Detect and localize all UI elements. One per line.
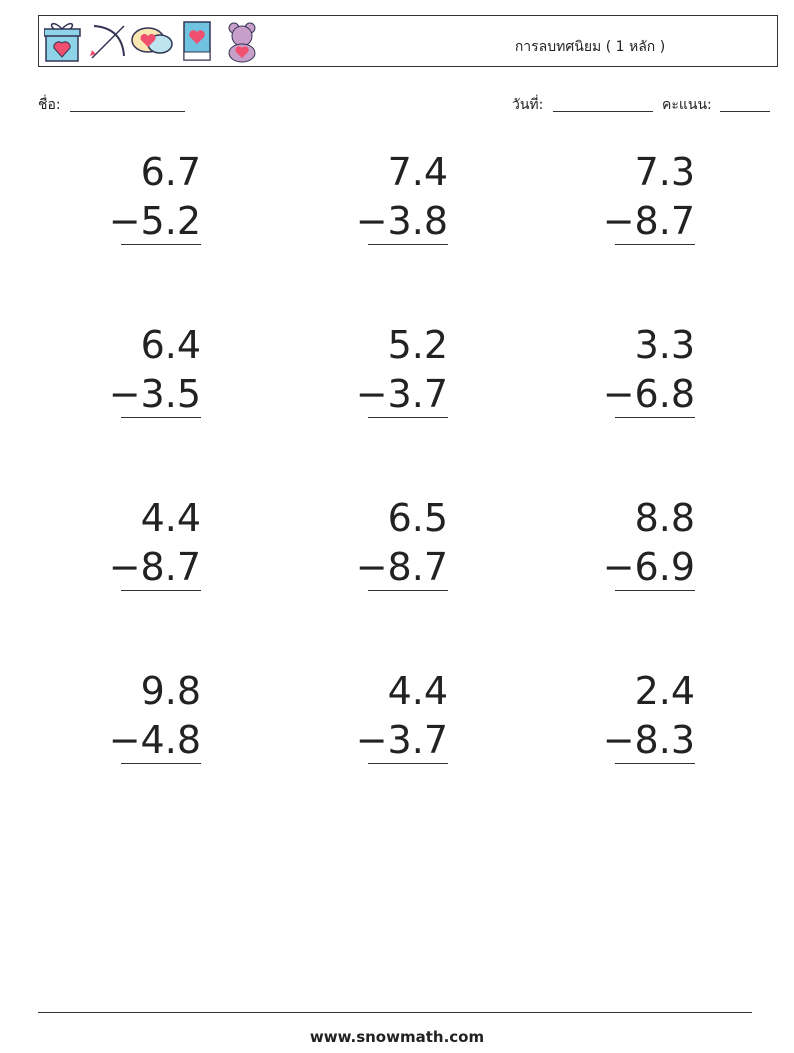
answer-rule: [615, 244, 695, 245]
answer-rule: [121, 590, 201, 591]
problem-bottom: −3.5: [108, 372, 201, 416]
answer-rule: [368, 590, 448, 591]
answer-rule: [368, 763, 448, 764]
bear-icon: [228, 22, 256, 63]
problem-bottom: −6.8: [602, 372, 695, 416]
date-blank: [553, 95, 653, 112]
footer-rule: [38, 1012, 752, 1013]
problem-top: 3.3: [634, 323, 695, 367]
problem-bottom: −3.8: [355, 199, 448, 243]
header-icons: [44, 21, 256, 63]
problem-top: 7.4: [387, 150, 448, 194]
problem-bottom: −8.7: [602, 199, 695, 243]
gift-icon: [44, 22, 81, 62]
answer-rule: [615, 763, 695, 764]
problem-top: 6.4: [140, 323, 201, 367]
problem-top: 8.8: [634, 496, 695, 540]
footer-url: www.snowmath.com: [309, 1028, 485, 1046]
problem-bottom: −3.7: [355, 372, 448, 416]
score-label: คะแนน:: [662, 97, 712, 113]
problem-top: 5.2: [387, 323, 448, 367]
header-box: [38, 15, 778, 67]
book-icon: [183, 21, 211, 61]
answer-rule: [121, 417, 201, 418]
problem-bottom: −6.9: [602, 545, 695, 589]
problem-bottom: −3.7: [355, 718, 448, 762]
answer-rule: [368, 244, 448, 245]
problem-top: 4.4: [387, 669, 448, 713]
problem-top: 7.3: [634, 150, 695, 194]
name-blank: [70, 95, 185, 112]
problem-top: 6.7: [140, 150, 201, 194]
problem-top: 9.8: [140, 669, 201, 713]
problem-top: 4.4: [140, 496, 201, 540]
answer-rule: [121, 763, 201, 764]
problem-bottom: −8.3: [602, 718, 695, 762]
answer-rule: [615, 590, 695, 591]
score-blank: [720, 95, 770, 112]
date-label: วันที่:: [512, 97, 544, 113]
problem-bottom: −4.8: [108, 718, 201, 762]
chat-icon: [131, 27, 173, 54]
answer-rule: [615, 417, 695, 418]
name-label: ชื่อ:: [38, 97, 61, 113]
problem-top: 6.5: [387, 496, 448, 540]
bow-icon: [90, 25, 125, 59]
answer-rule: [121, 244, 201, 245]
problem-bottom: −8.7: [355, 545, 448, 589]
problem-bottom: −5.2: [108, 199, 201, 243]
problem-bottom: −8.7: [108, 545, 201, 589]
answer-rule: [368, 417, 448, 418]
problem-top: 2.4: [634, 669, 695, 713]
worksheet-title: การลบทศนิยม ( 1 หลัก ): [514, 39, 666, 55]
